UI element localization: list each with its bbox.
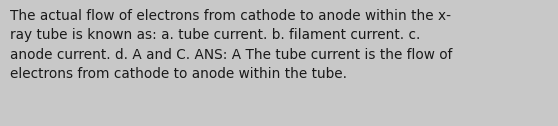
Text: The actual flow of electrons from cathode to anode within the x-
ray tube is kno: The actual flow of electrons from cathod… bbox=[10, 9, 453, 81]
